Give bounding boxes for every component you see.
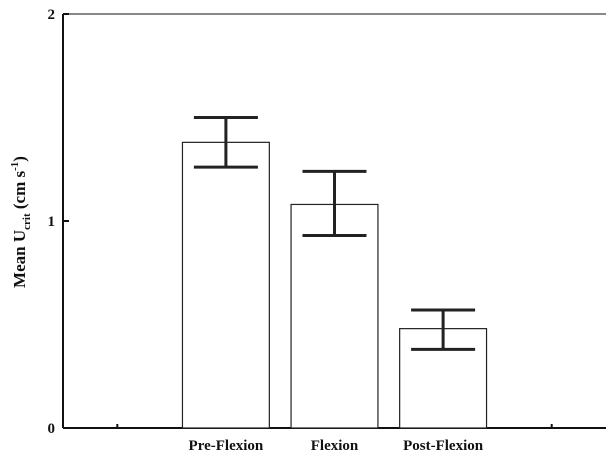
- x-tick-label: Pre-Flexion: [189, 438, 264, 454]
- y-axis-label-main: Mean U: [10, 230, 29, 288]
- y-axis-label-superscript: -1: [9, 162, 21, 171]
- y-tick-label: 0: [48, 421, 56, 437]
- x-tick-label: Flexion: [311, 438, 359, 454]
- x-tick-labels: Pre-Flexion Flexion Post-Flexion: [189, 438, 484, 454]
- y-axis-label: Mean Ucrit (cm s-1): [9, 156, 33, 288]
- y-axis-ticks: 0 1 2: [48, 7, 69, 437]
- y-tick-label: 1: [48, 214, 56, 230]
- error-bars: [193, 116, 476, 351]
- bars: [181, 141, 488, 429]
- y-axis-label-subscript: crit: [21, 213, 33, 230]
- bar: [181, 141, 270, 429]
- y-tick-label: 2: [48, 7, 56, 23]
- bar: [290, 203, 379, 429]
- y-axis-label-close: ): [10, 156, 29, 162]
- y-axis-label-units: (cm s: [10, 171, 29, 214]
- x-tick-label: Post-Flexion: [403, 438, 484, 454]
